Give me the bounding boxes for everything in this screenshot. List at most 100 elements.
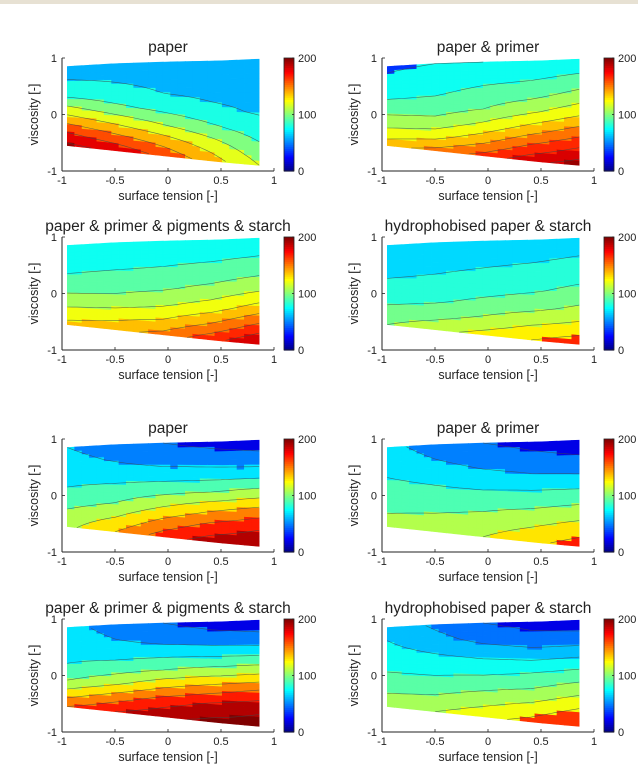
- contour-cell: [148, 472, 157, 478]
- contour-cell: [505, 65, 514, 71]
- contour-cell: [96, 468, 105, 473]
- colorbar-step: [284, 146, 294, 149]
- contour-cell: [505, 490, 514, 496]
- contour-cell: [81, 296, 90, 301]
- contour-cell: [512, 441, 521, 448]
- contour-cell: [534, 312, 543, 319]
- contour-cell: [556, 87, 565, 94]
- colorbar-step: [604, 510, 614, 514]
- contour-cell: [401, 483, 410, 488]
- contour-cell: [236, 705, 245, 712]
- contour-cell: [453, 266, 462, 271]
- contour-cell: [140, 455, 149, 461]
- contour-cell: [423, 67, 432, 73]
- contour-cell: [221, 60, 230, 66]
- contour-cell: [490, 113, 499, 119]
- colorbar-step: [604, 108, 614, 112]
- colorbar-step: [284, 120, 294, 123]
- colorbar-step: [604, 308, 614, 312]
- contour-cell: [541, 515, 550, 521]
- contour-line: [67, 655, 260, 664]
- colorbar-step: [284, 84, 294, 87]
- contour-cell: [401, 273, 410, 279]
- contour-cell: [89, 663, 98, 669]
- contour-line: [225, 332, 260, 341]
- contour-cell: [549, 464, 558, 470]
- x-axis-label: surface tension [-]: [438, 189, 537, 203]
- contour-cell: [111, 472, 120, 477]
- contour-cell: [148, 253, 157, 259]
- colorbar-step: [284, 129, 294, 133]
- top-border: [0, 0, 638, 4]
- contour-cell: [564, 78, 573, 84]
- contour-cell: [74, 251, 83, 257]
- contour-cell: [453, 451, 462, 457]
- contour-cell: [229, 639, 238, 645]
- contour-cell: [468, 635, 477, 641]
- contour-cell: [244, 78, 253, 84]
- contour-cell: [251, 252, 260, 258]
- contour-cell: [244, 319, 253, 325]
- contour-cell: [453, 262, 462, 267]
- contour-cell: [155, 274, 164, 280]
- contour-cell: [394, 113, 403, 118]
- contour-cell: [512, 239, 521, 246]
- x-tick-label: 1: [271, 556, 277, 568]
- contour-cell: [111, 644, 120, 649]
- colorbar-step: [284, 161, 294, 165]
- contour-cell: [505, 69, 514, 76]
- contour-cell: [192, 468, 201, 474]
- contour-cell: [207, 239, 216, 245]
- contour-cell: [386, 472, 395, 477]
- contour-cell: [118, 258, 127, 263]
- contour-cell: [394, 494, 403, 499]
- contour-cell: [453, 668, 462, 674]
- colorbar-step: [604, 278, 614, 281]
- contour-cell: [207, 74, 216, 80]
- contour-cell: [221, 124, 230, 131]
- colorbar-step: [604, 548, 614, 551]
- contour-cell: [118, 246, 127, 251]
- contour-cell: [453, 62, 462, 68]
- contour-cell: [512, 127, 521, 134]
- contour-cell: [251, 663, 260, 669]
- contour-cell: [497, 301, 506, 307]
- contour-cell: [67, 637, 75, 643]
- contour-cell: [133, 464, 142, 469]
- contour-cell: [490, 305, 499, 311]
- contour-cell: [401, 453, 410, 459]
- contour-cell: [170, 104, 179, 110]
- contour-cell: [549, 440, 558, 447]
- contour-cell: [541, 459, 550, 466]
- contour-cell: [244, 304, 253, 311]
- contour-cell: [394, 464, 403, 470]
- contour-cell: [475, 669, 484, 675]
- contour-cell: [468, 669, 477, 675]
- contour-line: [550, 158, 580, 163]
- contour-cell: [155, 300, 164, 306]
- contour-cell: [527, 105, 536, 112]
- contour-cell: [207, 680, 216, 687]
- contour-cell: [512, 244, 521, 250]
- contour-cell: [527, 69, 536, 75]
- contour-cell: [386, 295, 395, 301]
- contour-cell: [416, 289, 425, 294]
- colorbar-step: [284, 683, 294, 686]
- contour-cell: [199, 128, 208, 134]
- contour-cell: [401, 258, 410, 264]
- contour-cell: [460, 83, 469, 88]
- contour-cell: [244, 83, 253, 89]
- contour-cell: [431, 652, 440, 657]
- contour-cell: [416, 102, 425, 108]
- contour-cell: [438, 476, 447, 481]
- contour-cell: [401, 72, 410, 78]
- contour-cell: [89, 460, 98, 466]
- contour-cell: [571, 285, 580, 292]
- contour-cell: [207, 685, 216, 691]
- x-tick-label: -1: [57, 556, 67, 568]
- contour-cell: [162, 644, 171, 650]
- colorbar-step: [284, 301, 294, 304]
- contour-cell: [556, 238, 565, 245]
- contour-cell: [416, 472, 425, 477]
- contour-cell: [155, 70, 164, 76]
